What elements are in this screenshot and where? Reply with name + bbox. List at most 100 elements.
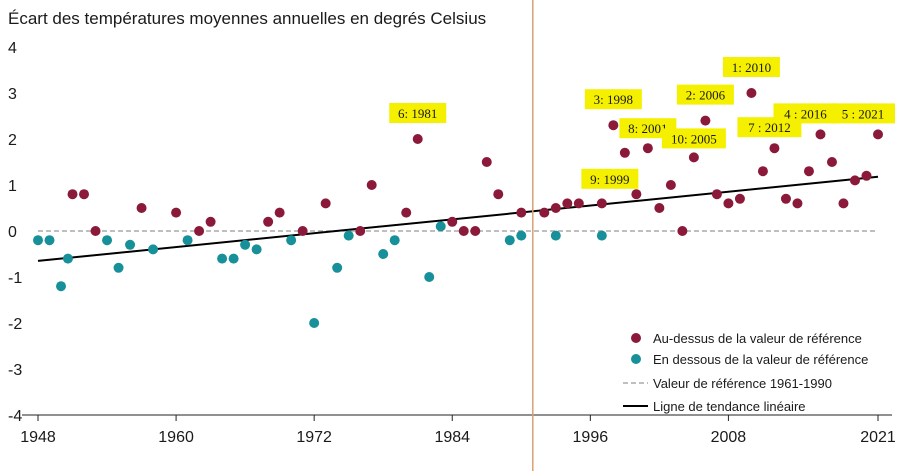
x-tick-label: 2008 [711,429,747,446]
chart-title: Écart des températures moyennes annuelle… [8,9,486,28]
point-below [33,235,43,246]
point-above [746,88,757,98]
point-below [240,239,251,250]
point-above [539,207,550,218]
point-above [815,129,826,140]
x-tick-label: 1960 [158,429,194,446]
annotation-label: 10: 2005 [671,131,717,146]
point-above [205,216,216,227]
point-above [757,166,768,177]
annotation-box [584,89,642,110]
point-above [700,115,711,126]
point-above [562,198,573,209]
point-above [596,198,607,209]
point-above [171,207,182,218]
point-below [286,235,297,246]
point-below [62,253,73,264]
trend-line [37,175,879,262]
point-above [873,129,883,140]
point-above [90,226,101,236]
point-above [493,189,504,200]
annotation-label: 3: 1998 [594,92,633,107]
point-above [401,207,412,218]
point-above [447,216,458,227]
point-below [343,230,354,241]
annotation-box [581,168,639,189]
point-below [596,230,607,241]
point-below [148,244,159,255]
point-below [309,318,320,328]
y-tick-label: 2 [8,132,17,149]
point-below [424,272,435,282]
x-tick-label: 2021 [860,429,896,446]
point-below [125,239,136,250]
point-above [550,203,561,213]
point-above [458,226,469,236]
point-above [274,207,285,218]
point-above [769,143,780,154]
legend-label-trend: Ligne de tendance linéaire [653,399,806,414]
x-tick-label: 1972 [296,429,332,446]
point-above [194,226,205,236]
annotation-box [831,103,895,124]
y-tick-label: 1 [8,178,17,195]
point-above [792,198,803,209]
point-above [67,189,78,200]
point-below [228,253,239,264]
point-above [826,157,837,167]
point-above [734,193,745,204]
trend-line-group [37,175,879,262]
y-tick-label: 3 [8,86,17,103]
point-above [631,189,642,200]
point-above [619,147,630,158]
point-above [608,120,619,131]
point-above [849,175,860,186]
point-below [378,249,389,259]
y-tick-label: -1 [8,270,22,287]
annotation-box [773,103,838,124]
point-below [251,244,262,255]
annotation-label: 5 : 2021 [842,106,885,121]
x-tick-label: 1948 [20,429,56,446]
axes: 4 3 2 1 0 -1 -2 -3 -4 1948 1960 1972 1984 1996 2008 202… [8,40,896,446]
point-above [803,166,814,177]
point-above [861,170,872,181]
point-above [263,216,274,227]
point-above [355,226,366,236]
y-tick-label: -4 [8,408,22,425]
annotation-box [661,128,726,149]
point-below [516,230,527,241]
point-below [389,235,400,246]
point-above [412,134,423,144]
annotation-label: 7 : 2012 [748,120,791,135]
point-above [366,180,377,190]
legend-marker-above [631,333,641,343]
annotation-box [389,103,447,123]
legend: Au-dessus de la valeur de référence En d… [623,331,868,414]
point-below [102,235,113,246]
annotation-box [722,57,780,77]
annotation-label: 8: 2001 [628,121,667,136]
point-below [44,235,55,246]
y-tick-label: 4 [8,40,17,57]
annotation-box [676,84,734,105]
annotation-label: 1: 2010 [732,60,771,75]
point-above [516,207,527,218]
point-below [182,235,193,246]
point-below [332,262,343,273]
annotation-label: 6: 1981 [398,106,437,121]
point-above [654,203,665,213]
point-below [56,281,67,292]
y-tick-label: 0 [8,224,17,241]
point-below [217,253,228,264]
point-above [136,203,147,213]
point-below [504,235,515,246]
point-below [113,262,124,273]
point-above [711,189,722,200]
y-tick-label: -3 [8,362,22,379]
point-above [665,180,676,190]
annotation-label: 4 : 2016 [784,106,827,121]
point-above [481,157,492,167]
point-above [297,226,308,236]
x-tick-label: 1996 [573,429,609,446]
